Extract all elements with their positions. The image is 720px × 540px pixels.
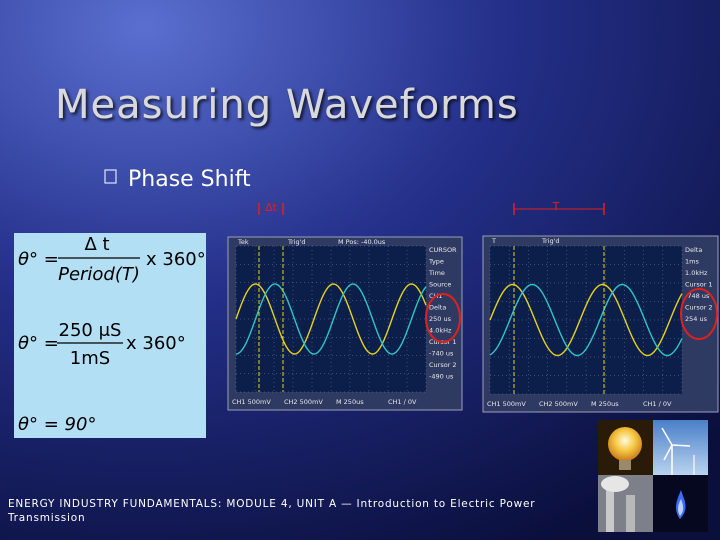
scope-menu-item: 250 us xyxy=(429,315,452,323)
scope-menu-item: 1.0kHz xyxy=(685,269,708,277)
highlight xyxy=(680,288,718,340)
footer-text: Transmission xyxy=(7,512,85,524)
formula-lhs: θ° = xyxy=(18,249,59,270)
scope-menu-item: Cursor 2 xyxy=(685,304,713,312)
formula-numerator: Δ t xyxy=(84,234,109,255)
scope-menu-item: Cursor 2 xyxy=(429,361,457,369)
scope-menu-item: -748 us xyxy=(685,292,710,300)
scope-menu-item: 254 us xyxy=(685,315,708,323)
bullet-text: Phase Shift xyxy=(128,167,251,192)
scope-menu-item: -740 us xyxy=(429,350,454,358)
scope-header: Tek xyxy=(237,238,249,246)
scope-footer: M 250us xyxy=(336,398,364,406)
formula-denominator: Period(T) xyxy=(58,264,140,285)
formula-result: θ° = 90° xyxy=(18,414,96,435)
slide-title: Measuring Waveforms xyxy=(55,82,519,128)
period-label: T xyxy=(552,200,560,213)
delta-t-label: Δt xyxy=(265,201,278,214)
scope-menu-item: Type xyxy=(428,258,444,266)
scope-footer: CH1 ∕ 0V xyxy=(643,400,672,408)
scope-header: Trig'd xyxy=(287,238,306,246)
scope-header: T xyxy=(491,237,496,245)
waveform xyxy=(235,283,427,355)
scopes: Tek Trig'd M Pos: -40.0us CURSOR Type Time Sou… xyxy=(227,235,719,413)
waveform xyxy=(489,283,683,357)
scope-menu-item: Time xyxy=(428,269,445,277)
waveform xyxy=(489,283,683,357)
scope-menu-item: Source xyxy=(429,281,451,289)
scope-menu-item: Delta xyxy=(429,304,446,312)
formula-panel xyxy=(14,233,206,438)
formula-factor: x 360° xyxy=(146,249,206,270)
scope-menu-item: 4.0kHz xyxy=(429,327,452,335)
bullet-marker xyxy=(104,169,117,184)
formula-lhs: θ° = xyxy=(18,333,59,354)
scope-menu-item: Cursor 1 xyxy=(685,281,713,289)
scope-footer: CH1 500mV xyxy=(232,398,271,406)
scope-footer: CH2 500mV xyxy=(284,398,323,406)
scope-menu-item: CURSOR xyxy=(429,246,457,254)
formula-denominator: 1mS xyxy=(70,348,110,369)
scope-menu-item: 1ms xyxy=(685,258,699,266)
scope-footer: CH1 ∕ 0V xyxy=(388,398,417,406)
scope-footer: CH2 500mV xyxy=(539,400,578,408)
formula-factor: x 360° xyxy=(126,333,186,354)
footer-text: ENERGY INDUSTRY FUNDAMENTALS: MODULE 4, … xyxy=(8,498,535,510)
scope-footer: CH1 500mV xyxy=(487,400,526,408)
scope-header: Trig'd xyxy=(541,237,560,245)
photo-collage xyxy=(598,420,708,532)
waveform xyxy=(235,283,427,355)
scope-footer: M 250us xyxy=(591,400,619,408)
scope-header: M Pos: -40.0us xyxy=(338,238,386,246)
scope-menu-item: -490 us xyxy=(429,373,454,381)
formula-numerator: 250 μS xyxy=(59,320,122,341)
highlight xyxy=(425,293,461,343)
scope-menu-item: Delta xyxy=(685,246,702,254)
